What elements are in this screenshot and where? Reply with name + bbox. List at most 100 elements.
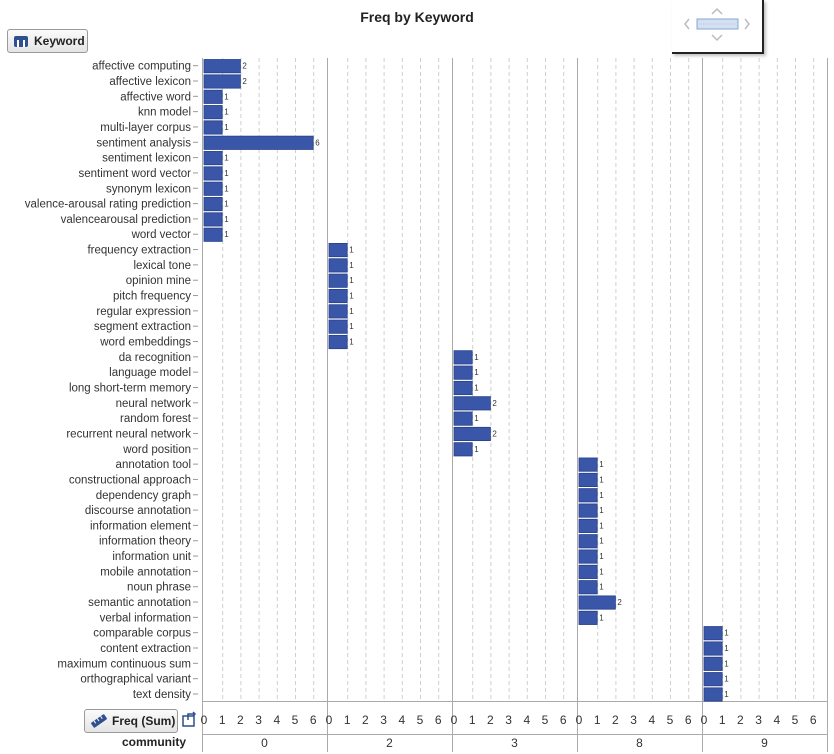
bar (203, 74, 241, 89)
bar (328, 258, 348, 273)
bar (578, 595, 616, 610)
data-label: 1 (474, 368, 479, 377)
freq-axis-button[interactable]: Freq (Sum) (84, 709, 178, 733)
keyword-axis-button[interactable]: Keyword (7, 29, 88, 53)
x-tick-label: 5 (792, 713, 799, 727)
category-label: language model (109, 367, 191, 379)
category-label: multi-layer corpus (100, 122, 191, 134)
bar (453, 365, 473, 380)
category-label: neural network (116, 398, 192, 410)
category-label: sentiment analysis (96, 137, 191, 149)
category-label: word position (122, 444, 191, 456)
bar (203, 120, 223, 135)
category-label: random forest (120, 413, 192, 425)
bar (578, 472, 598, 487)
data-label: 2 (492, 399, 497, 408)
data-label: 1 (349, 246, 354, 255)
data-label: 1 (599, 537, 604, 546)
category-label: frequency extraction (87, 245, 191, 257)
category-label: valence-arousal rating prediction (25, 199, 191, 211)
bar (203, 135, 314, 150)
bar (203, 59, 241, 74)
data-label: 1 (599, 583, 604, 592)
data-label: 1 (224, 230, 229, 239)
bar (203, 181, 223, 196)
x-tick-label: 6 (685, 713, 692, 727)
category-label: affective lexicon (109, 76, 191, 88)
bar (203, 227, 223, 242)
bar (328, 288, 348, 304)
data-label: 1 (349, 322, 354, 331)
data-label: 1 (474, 414, 479, 423)
data-label: 1 (224, 123, 229, 132)
category-label: content extraction (100, 643, 191, 655)
data-label: 1 (724, 644, 729, 653)
x-tick-label: 4 (773, 713, 780, 727)
category-label: verbal information (100, 612, 191, 624)
category-label: affective computing (92, 61, 191, 73)
bar (203, 166, 223, 181)
category-label: affective word (120, 91, 191, 103)
data-label: 1 (349, 276, 354, 285)
x-tick-label: 6 (310, 713, 317, 727)
category-label: text density (133, 689, 191, 701)
data-label: 1 (474, 445, 479, 454)
category-label: lexical tone (133, 260, 191, 272)
category-label: noun phrase (127, 582, 191, 594)
category-label: semantic annotation (88, 597, 191, 609)
category-label: orthographical variant (80, 674, 191, 686)
data-label: 1 (724, 675, 729, 684)
x-tick-label: 5 (292, 713, 299, 727)
bar (203, 105, 223, 120)
community-label: 2 (386, 736, 393, 750)
x-tick-label: 5 (417, 713, 424, 727)
data-label: 2 (492, 429, 497, 438)
community-axis-label: community (122, 735, 187, 749)
bar (453, 396, 491, 411)
x-tick-label: 3 (630, 713, 637, 727)
category-label: da recognition (119, 352, 191, 364)
bar (578, 580, 598, 595)
bar (578, 518, 598, 533)
x-tick-label: 0 (576, 713, 583, 727)
x-tick-label: 3 (255, 713, 262, 727)
bar (203, 212, 223, 227)
scroll-navigator[interactable] (672, 0, 764, 54)
data-label: 1 (724, 690, 729, 699)
category-label: constructional approach (69, 474, 191, 486)
sync-scale-icon[interactable] (182, 711, 198, 727)
category-label: opinion mine (126, 275, 191, 287)
x-tick-label: 2 (362, 713, 369, 727)
x-tick-label: 6 (560, 713, 567, 727)
bar (578, 564, 598, 579)
bar (578, 549, 598, 564)
chevron-left-icon[interactable] (684, 18, 690, 30)
category-label: long short-term memory (69, 382, 191, 394)
category-label: sentiment word vector (79, 168, 192, 180)
chevron-down-icon[interactable] (711, 34, 723, 42)
bar (578, 610, 598, 625)
x-tick-label: 1 (594, 713, 601, 727)
data-label: 1 (599, 491, 604, 500)
bar (578, 488, 598, 503)
data-label: 1 (474, 353, 479, 362)
data-label: 1 (224, 200, 229, 209)
data-label: 1 (599, 460, 604, 469)
bar (703, 687, 723, 702)
x-tick-label: 5 (667, 713, 674, 727)
data-label: 1 (224, 92, 229, 101)
keyword-button-label: Keyword (34, 34, 85, 48)
chart-title: Freq by Keyword (360, 9, 474, 25)
chevron-up-icon[interactable] (711, 7, 723, 15)
data-label: 1 (724, 629, 729, 638)
data-label: 1 (224, 215, 229, 224)
data-label: 1 (599, 475, 604, 484)
x-tick-label: 3 (755, 713, 762, 727)
data-label: 1 (349, 292, 354, 301)
x-tick-label: 0 (701, 713, 708, 727)
ruler-icon (91, 713, 107, 729)
category-label: word embeddings (99, 337, 191, 349)
x-tick-label: 1 (719, 713, 726, 727)
chevron-right-icon[interactable] (744, 18, 750, 30)
